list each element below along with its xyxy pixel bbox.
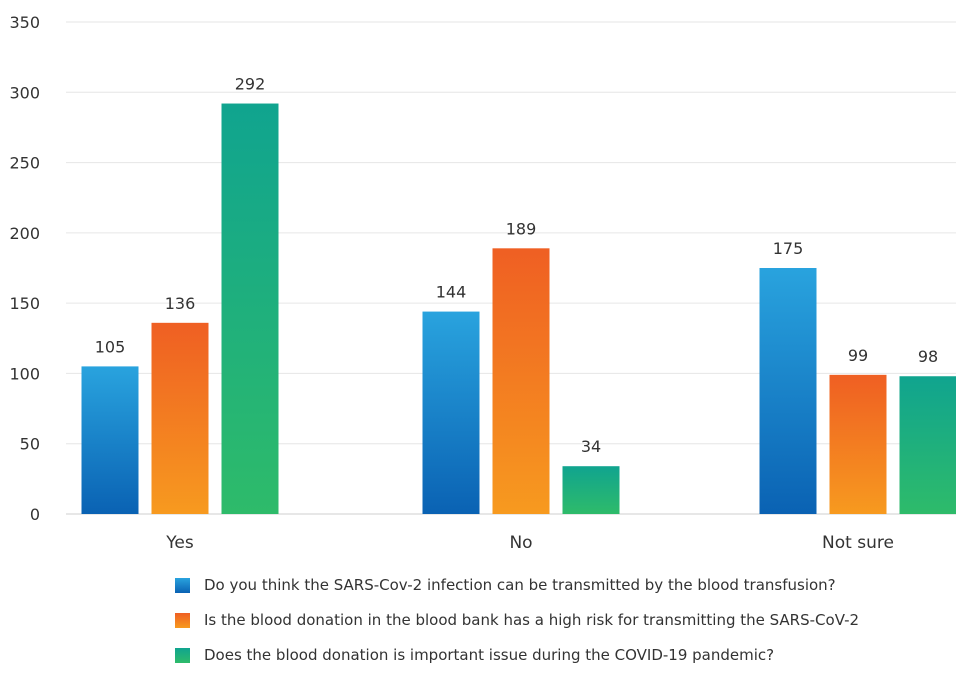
legend-item-series-1: Do you think the SARS-Cov-2 infection ca… <box>175 574 859 596</box>
legend-swatch-series-2 <box>175 613 190 628</box>
y-tick-label-0: 0 <box>30 505 40 524</box>
category-label-not-sure: Not sure <box>822 533 894 553</box>
y-tick-label-50: 50 <box>20 435 40 454</box>
bar-no-series-2 <box>493 248 550 514</box>
data-label-yes-series-3: 292 <box>235 75 266 94</box>
data-label-no-series-2: 189 <box>506 219 537 238</box>
bar-no-series-1 <box>423 312 480 514</box>
bar-not-sure-series-1 <box>760 268 817 514</box>
y-tick-label-300: 300 <box>9 83 40 102</box>
y-tick-label-100: 100 <box>9 364 40 383</box>
legend-label-series-1: Do you think the SARS-Cov-2 infection ca… <box>204 576 836 594</box>
legend-item-series-2: Is the blood donation in the blood bank … <box>175 609 859 631</box>
bar-not-sure-series-3 <box>900 376 956 514</box>
legend-item-series-3: Does the blood donation is important iss… <box>175 644 859 666</box>
bar-not-sure-series-2 <box>830 375 887 514</box>
y-tick-label-200: 200 <box>9 224 40 243</box>
y-tick-label-350: 350 <box>9 13 40 32</box>
legend: Do you think the SARS-Cov-2 infection ca… <box>175 574 859 679</box>
bar-no-series-3 <box>563 466 620 514</box>
data-label-no-series-1: 144 <box>436 283 467 302</box>
data-label-yes-series-1: 105 <box>95 337 126 356</box>
bar-yes-series-3 <box>222 104 279 514</box>
data-label-no-series-3: 34 <box>581 437 601 456</box>
category-label-yes: Yes <box>165 533 194 553</box>
bars <box>82 104 956 514</box>
category-label-no: No <box>509 533 532 553</box>
legend-swatch-series-3 <box>175 648 190 663</box>
category-labels: Yes No Not sure <box>165 533 894 553</box>
legend-swatch-series-1 <box>175 578 190 593</box>
bar-yes-series-2 <box>152 323 209 514</box>
y-axis-ticks: 0 50 100 150 200 250 300 350 <box>9 13 40 524</box>
bar-yes-series-1 <box>82 366 139 514</box>
y-tick-label-150: 150 <box>9 294 40 313</box>
data-label-not-sure-series-1: 175 <box>773 239 804 258</box>
data-label-yes-series-2: 136 <box>165 294 196 313</box>
data-label-not-sure-series-3: 98 <box>918 347 938 366</box>
data-label-not-sure-series-2: 99 <box>848 346 868 365</box>
y-tick-label-250: 250 <box>9 154 40 173</box>
legend-label-series-3: Does the blood donation is important iss… <box>204 646 774 664</box>
legend-label-series-2: Is the blood donation in the blood bank … <box>204 611 859 629</box>
